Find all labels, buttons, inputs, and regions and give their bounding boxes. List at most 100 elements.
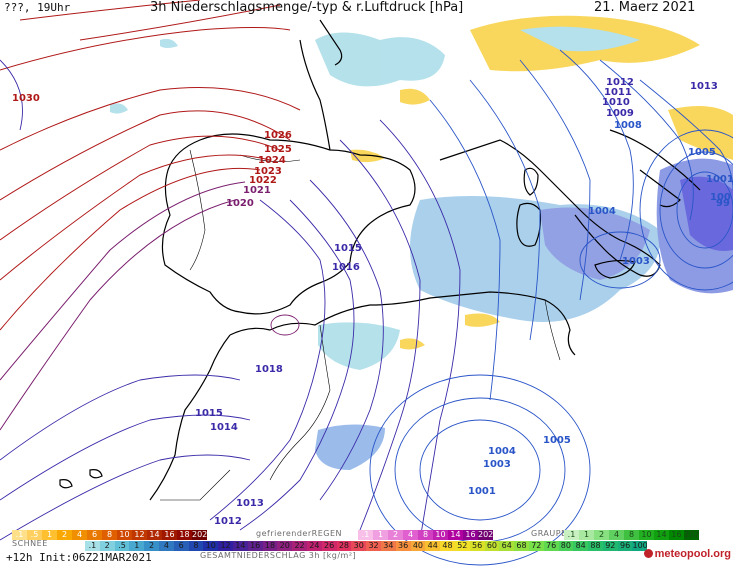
coastline-iberia <box>161 133 416 315</box>
legend-swatch: 2 <box>57 530 72 540</box>
precip-alps-snow <box>520 26 640 52</box>
legend-swatch: 64 <box>499 541 515 551</box>
legend-swatch: 10 <box>203 541 219 551</box>
legend-swatch: 16 <box>162 530 177 540</box>
isobar-label: 1016 <box>332 262 360 273</box>
borders <box>160 149 561 501</box>
isobar-label: 1003 <box>622 256 650 267</box>
legend-swatch: 36 <box>395 541 411 551</box>
legend-swatch: 48 <box>440 541 455 551</box>
coastline-morocco-atlantic <box>149 334 231 501</box>
legend-swatch: 2 <box>99 541 115 551</box>
legend-swatch: 1 <box>579 530 594 540</box>
legend-snow-scale: .1 2.5 1 2 4 6 8 10 12 14 16 18 20 22 24 26 28 30 32 34 36 40… <box>85 541 648 551</box>
precipitation-areas <box>110 15 733 470</box>
isobar-label: 1001 <box>468 486 496 497</box>
isobar-label: 1015 <box>334 243 362 254</box>
legend-swatch: 80 <box>558 541 574 551</box>
isobar-label: 1024 <box>258 155 286 166</box>
legend-swatch: 16 <box>247 541 263 551</box>
coastline-balkans <box>609 129 701 191</box>
legend-swatch: 28 <box>336 541 352 551</box>
legend-swatch: .1 <box>85 541 100 551</box>
isobar-label: 1010 <box>602 97 630 108</box>
legend-swatch: 4 <box>158 541 174 551</box>
isobar-label: 1020 <box>226 198 254 209</box>
legend-swatch: 44 <box>425 541 441 551</box>
precip-yellow-spots-4 <box>465 313 500 327</box>
coastline-sardinia <box>516 202 542 247</box>
legend-swatch: 52 <box>454 541 470 551</box>
legend-swatch: 1 <box>42 530 57 540</box>
legend-swatch: 10 <box>433 530 448 540</box>
legend-swatch: 30 <box>351 541 367 551</box>
isobar-label: 100 <box>710 192 731 203</box>
legend-swatch: 72 <box>528 541 544 551</box>
legend-swatch: 1 <box>373 530 388 540</box>
isobars-low <box>0 49 733 566</box>
legend-snow-label: SCHNEE <box>12 539 48 548</box>
legend-swatch: 14 <box>147 530 162 540</box>
legend-graupel-scale: .112481014162025+ <box>564 530 699 540</box>
legend-swatch: 1 <box>129 541 145 551</box>
isobar-label: 99 <box>716 198 730 209</box>
legend-swatch: 8 <box>624 530 639 540</box>
legend-swatch: .5 <box>27 530 42 540</box>
coastline-italy-heel <box>639 169 681 208</box>
coastline-uk <box>319 19 343 66</box>
logo-icon <box>643 549 653 558</box>
header-date: 21. Maerz 2021 <box>594 0 696 15</box>
legend-swatch: 6 <box>87 530 102 540</box>
isobar-label: 1013 <box>690 81 718 92</box>
isobar-label: 1023 <box>254 166 282 177</box>
header-time: ???, 19Uhr <box>4 1 71 14</box>
coastline-canaries <box>59 469 103 489</box>
isobar-label: 1003 <box>483 459 511 470</box>
legend-swatch: 56 <box>469 541 485 551</box>
legend-swatch: 8 <box>188 541 204 551</box>
isobar-label: 1030 <box>12 93 40 104</box>
coastline-italy <box>439 139 661 277</box>
forecast-run: +12h Init:06Z21MAR2021 <box>6 551 152 564</box>
isobars-high <box>0 0 301 431</box>
legend-swatch: 12 <box>218 541 233 551</box>
legend-graupel-label: GRAUPEL <box>531 529 572 538</box>
isobar-label: 1012 <box>214 516 242 527</box>
isobar-label: 1014 <box>210 422 238 433</box>
legend-swatch: 2025+ <box>478 530 493 540</box>
isobar-label: 1008 <box>614 120 642 131</box>
legend-swatch: 96 <box>617 541 633 551</box>
legend-swatch: 4 <box>72 530 87 540</box>
isobar-label: 1021 <box>243 185 271 196</box>
legend-swatch: 2 <box>388 530 403 540</box>
border-algeria-morocco <box>269 324 331 481</box>
legend-swatch: 92 <box>602 541 618 551</box>
legend-swatch: 6 <box>173 541 189 551</box>
legend-freezing-scale: .112481014162025+ <box>358 530 493 540</box>
legend-swatch: 32 <box>366 541 381 551</box>
legend-swatch: 40 <box>410 541 426 551</box>
coastline-france-atlantic <box>299 39 331 151</box>
legend-swatch: 68 <box>514 541 529 551</box>
isobar-label: 1005 <box>688 147 716 158</box>
isobar-labels: 1030 1026 1025 1024 1023 1022 1021 1020 … <box>12 77 733 527</box>
legend-swatch: 4 <box>609 530 624 540</box>
legend-swatch: 18 <box>262 541 278 551</box>
legend-swatch: 2 <box>144 541 159 551</box>
header-title: 3h Niederschlagsmenge/-typ & r.Luftdruck… <box>150 0 464 15</box>
legend-swatch: 16 <box>669 530 684 540</box>
isobar-label: 1013 <box>236 498 264 509</box>
legend-freezing-label: gefrierenderREGEN <box>256 529 342 538</box>
legend-swatch: 12 <box>132 530 147 540</box>
legend-swatch: 4 <box>403 530 418 540</box>
legend-swatch: 2025+ <box>192 530 207 540</box>
coastlines <box>59 19 701 501</box>
isobar-label: 1001 <box>706 174 733 185</box>
legend-swatch: 10 <box>117 530 132 540</box>
legend-swatch: 88 <box>588 541 603 551</box>
precip-sahara <box>315 424 385 470</box>
border-algeria-tunisia <box>544 299 561 361</box>
precip-yellow-spots-2 <box>400 88 430 105</box>
coastline-corsica <box>523 167 539 196</box>
